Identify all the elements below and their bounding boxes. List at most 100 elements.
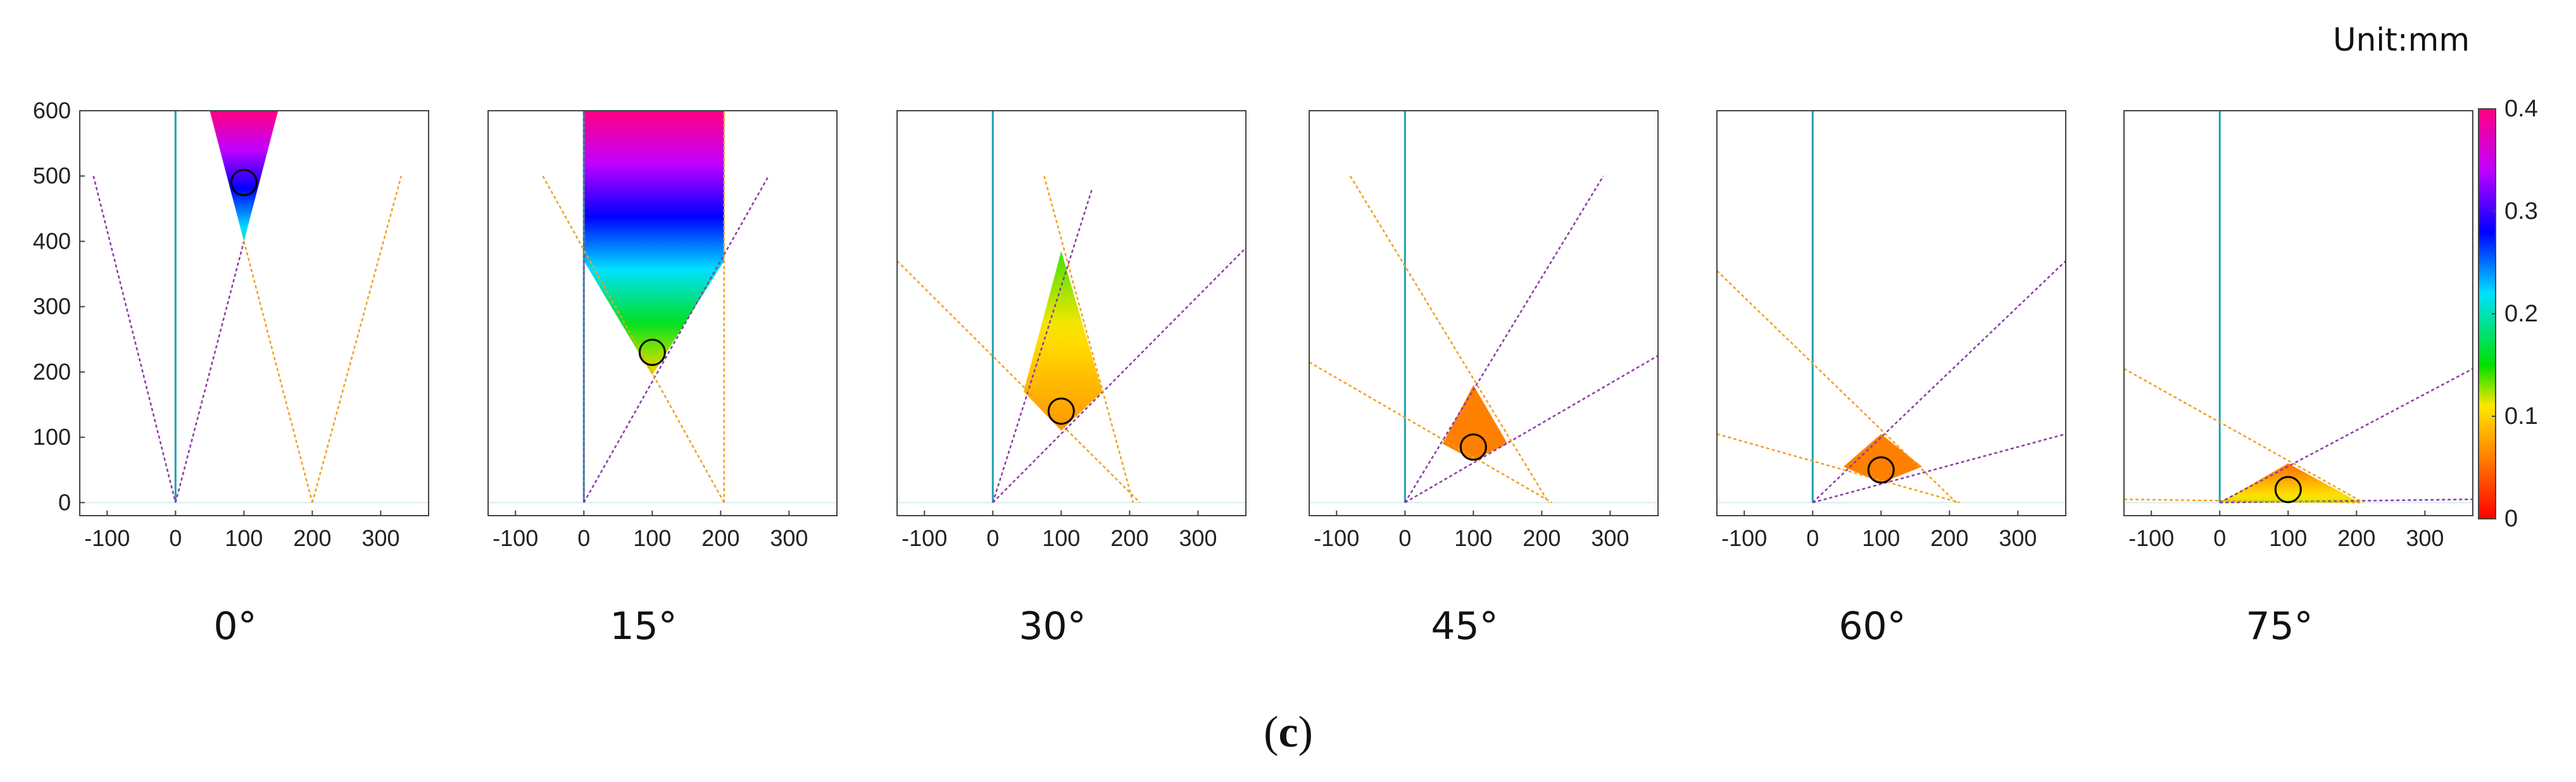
y-tick-label: 500: [33, 163, 71, 189]
x-tick-label: 300: [1999, 525, 2037, 551]
angle-label: 75°: [2246, 604, 2313, 649]
colorbar-tick-label: 0: [2504, 506, 2518, 532]
plot-panel-1: -100 0 100 200 300 15°: [487, 110, 838, 649]
axes-frame: [1716, 110, 2066, 516]
angle-label: 30°: [1019, 604, 1086, 649]
x-tick-label: 100: [1862, 525, 1900, 551]
plot-area: [2124, 111, 2473, 504]
x-tick-label: 0: [986, 525, 999, 551]
x-tick-label: 200: [1930, 525, 1968, 551]
y-tick-label: 100: [33, 424, 71, 450]
x-tick-label: 100: [1454, 525, 1492, 551]
ray-purple: [1812, 433, 2066, 504]
x-tick-label: 200: [1523, 525, 1561, 551]
ray-orange: [1043, 175, 1134, 503]
plot-area: [897, 111, 1246, 504]
ray-purple: [175, 241, 245, 503]
plot-panel-0: -100 0 100 200 300 0 100 200 300 400 500 600 0°: [33, 97, 429, 649]
axes-frame: [2123, 110, 2473, 516]
ray-purple: [1404, 355, 1658, 504]
angle-label: 15°: [610, 604, 677, 649]
ray-purple: [2220, 498, 2473, 504]
ray-purple: [1812, 260, 2066, 504]
uncertainty-region: [210, 111, 279, 242]
ray-orange: [1309, 361, 1553, 504]
position-marker: [1047, 397, 1075, 425]
ray-orange: [2124, 498, 2360, 504]
uncertainty-region: [2220, 463, 2360, 503]
ray-purple: [2219, 368, 2473, 504]
y-tick-label: 300: [33, 294, 71, 320]
x-tick-label: 300: [2406, 525, 2444, 551]
y-tick-label: 0: [58, 489, 71, 515]
plot-area: [80, 111, 429, 504]
colorbar: 0 0.1 0.2 0.3 0.4: [2478, 96, 2538, 532]
plot-area: [1309, 111, 1658, 504]
colorbar-tick-label: 0.4: [2504, 96, 2538, 122]
uncertainty-region: [1442, 385, 1508, 461]
uncertainty-region: [1023, 251, 1103, 431]
ray-purple: [992, 189, 1093, 503]
plot-panel-5: -100 0 100 200 300 75°: [2123, 110, 2473, 649]
position-marker: [638, 338, 666, 366]
x-tick-label: 100: [633, 525, 671, 551]
x-tick-label: 100: [2269, 525, 2307, 551]
x-tick-label: 300: [1179, 525, 1217, 551]
axes-frame: [1309, 110, 1659, 516]
angle-label: 60°: [1838, 604, 1906, 649]
axes-frame: [79, 110, 429, 516]
y-tick-label: 600: [33, 97, 71, 123]
plot-area: [488, 111, 837, 504]
ray-orange: [1349, 175, 1550, 504]
ray-purple: [92, 175, 177, 503]
x-tick-label: 200: [293, 525, 331, 551]
colorbar-ticks: 0 0.1 0.2 0.3 0.4: [2492, 96, 2538, 532]
caption-open: (: [1264, 708, 1278, 757]
ray-orange: [1717, 433, 1960, 504]
x-tick-label: 300: [1591, 525, 1629, 551]
position-marker: [1867, 456, 1895, 484]
angle-label: 0°: [213, 604, 256, 649]
x-tick-label: 200: [701, 525, 739, 551]
axes-frame: [896, 110, 1247, 516]
ray-orange: [243, 241, 313, 503]
x-tick-label: 0: [1806, 525, 1819, 551]
x-tick-label: -100: [1314, 525, 1359, 551]
plot-panel-3: -100 0 100 200 300 45°: [1309, 110, 1659, 649]
y-tick-label: 200: [33, 359, 71, 385]
panels-group: -100 0 100 200 300 0 100 200 300 400 500 600 0° -100 0…: [33, 97, 2473, 649]
position-marker: [1459, 433, 1487, 461]
x-tick-label: -100: [1721, 525, 1767, 551]
x-tick-label: 100: [1042, 525, 1080, 551]
y-tick-label: 400: [33, 228, 71, 254]
x-tick-label: 0: [169, 525, 182, 551]
unit-label: Unit:mm: [2333, 22, 2470, 58]
plot-panel-4: -100 0 100 200 300 60°: [1716, 110, 2066, 649]
x-tick-label: -100: [2128, 525, 2174, 551]
axes-frame: [487, 110, 838, 516]
ray-orange: [311, 175, 402, 503]
x-tick-label: 300: [361, 525, 399, 551]
position-marker: [230, 169, 258, 197]
uncertainty-region: [584, 111, 724, 376]
x-tick-label: 200: [2337, 525, 2375, 551]
x-tick-label: -100: [902, 525, 947, 551]
ray-orange: [1717, 270, 1957, 504]
ray-purple: [992, 247, 1246, 504]
plot-area: [1717, 111, 2066, 504]
x-tick-label: 0: [2213, 525, 2226, 551]
caption-letter: c: [1278, 708, 1298, 757]
figure-caption: (c): [1264, 708, 1313, 757]
colorbar-tick-label: 0.1: [2504, 403, 2538, 430]
x-tick-label: 200: [1110, 525, 1148, 551]
ray-orange: [2124, 368, 2364, 504]
x-tick-label: 0: [577, 525, 590, 551]
ray-purple: [1404, 175, 1604, 504]
x-tick-label: 0: [1398, 525, 1411, 551]
x-tick-label: 100: [225, 525, 263, 551]
plot-panel-2: -100 0 100 200 300 30°: [896, 110, 1247, 649]
angle-label: 45°: [1431, 604, 1498, 649]
x-tick-label: -100: [493, 525, 538, 551]
uncertainty-region: [1843, 433, 1923, 483]
